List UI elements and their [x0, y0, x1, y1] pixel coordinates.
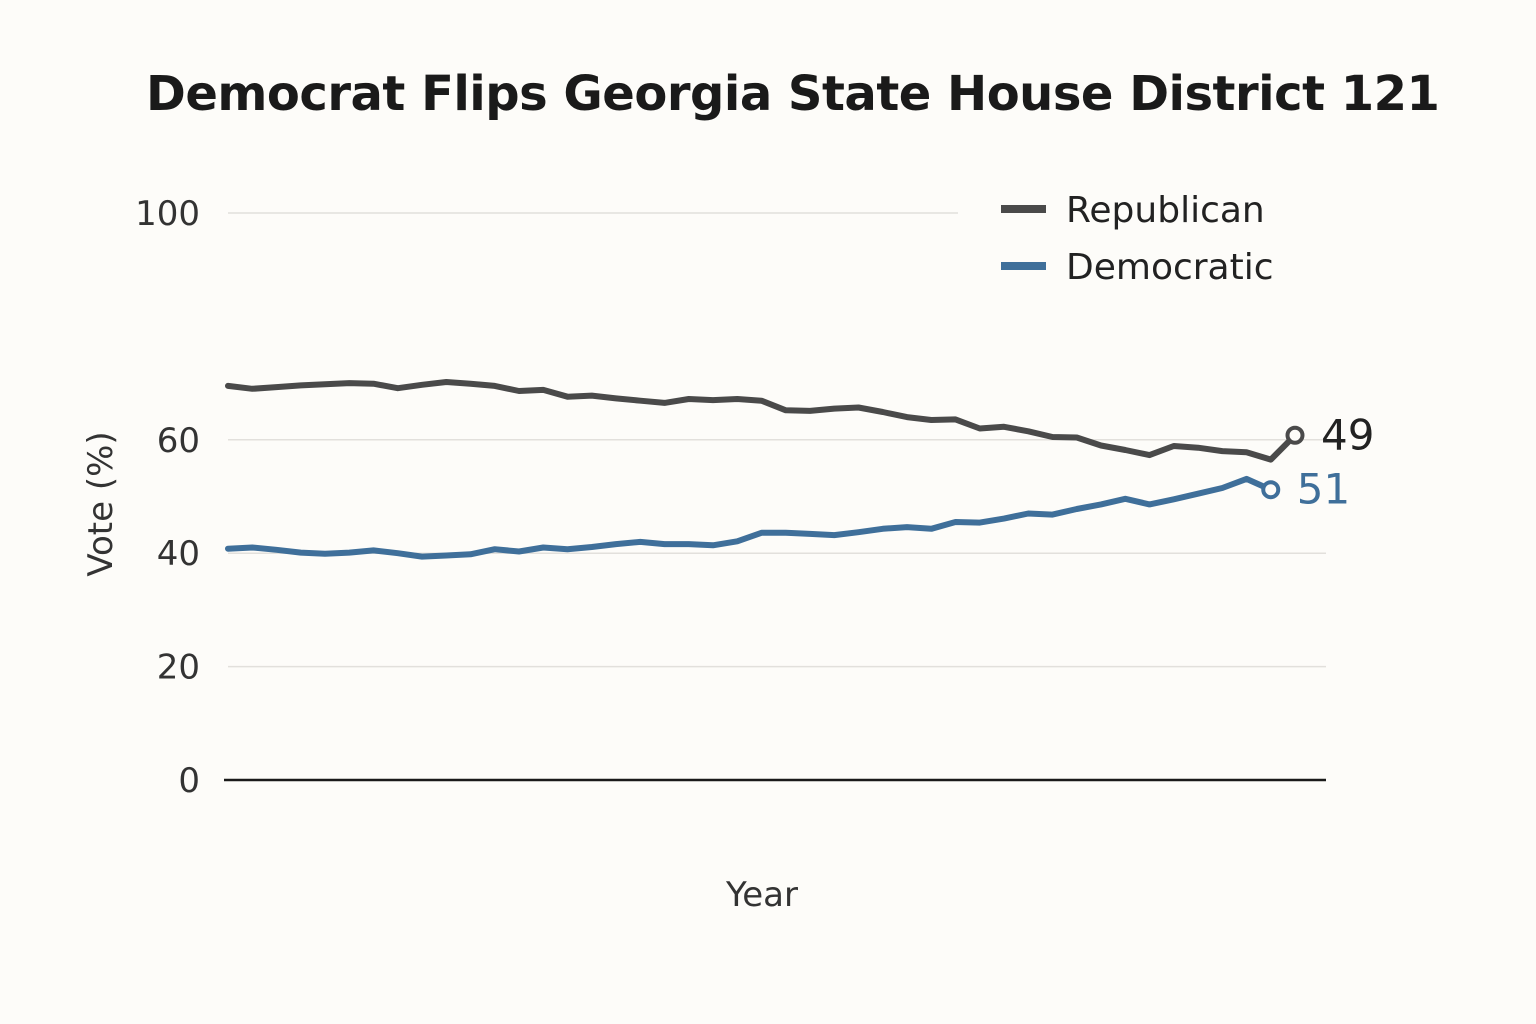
legend-label-republican: Republican [1066, 190, 1265, 231]
end-label-republican: 49 [1321, 410, 1374, 459]
y-tick-label-60: 60 [157, 421, 200, 461]
x-axis-label: Year [725, 875, 798, 915]
series-line-democratic [225, 475, 1274, 560]
y-tick-label-100: 100 [135, 194, 200, 234]
y-tick-label-20: 20 [157, 648, 200, 688]
end-label-democratic: 51 [1297, 465, 1350, 514]
chart-title: Democrat Flips Georgia State House Distr… [146, 66, 1440, 122]
legend-label-democratic: Democratic [1066, 247, 1274, 288]
end-marker-democratic [1261, 480, 1281, 500]
y-axis-label: Vote (%) [81, 431, 121, 576]
y-tick-label-40: 40 [157, 534, 200, 574]
y-tick-label-0: 0 [178, 761, 200, 801]
series-line-republican [225, 379, 1298, 463]
end-marker-republican [1285, 425, 1305, 445]
